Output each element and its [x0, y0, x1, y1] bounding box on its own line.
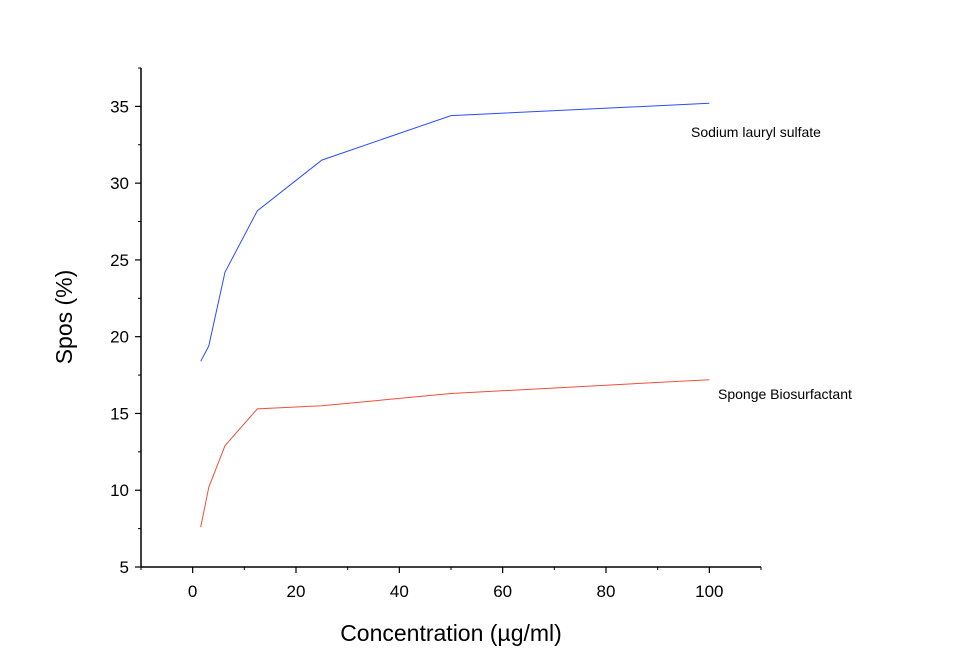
y-tick-label: 30 [110, 174, 129, 193]
y-tick-label: 20 [110, 328, 129, 347]
series-group [200, 102, 710, 528]
x-tick-label: 80 [597, 582, 616, 601]
x-axis-label: Concentration (µg/ml) [340, 620, 562, 646]
y-tick-label: 25 [110, 251, 129, 270]
x-tick-label: 20 [287, 582, 306, 601]
axes: 5 10 15 20 25 30 35 0 20 40 60 80 100 [110, 67, 762, 601]
y-tick-label: 15 [110, 404, 129, 423]
legend-label-sponge-biosurfactant: Sponge Biosurfactant [718, 386, 852, 402]
series-line-sodium-lauryl-sulfate [200, 102, 710, 362]
x-tick-label: 0 [188, 582, 197, 601]
y-tick-label: 10 [110, 481, 129, 500]
x-tick-label: 40 [390, 582, 409, 601]
x-tick-label: 100 [695, 582, 723, 601]
legend-label-sodium-lauryl-sulfate: Sodium lauryl sulfate [691, 124, 821, 140]
y-tick-label: 35 [110, 97, 129, 116]
series-line-sponge-biosurfactant [200, 379, 710, 528]
y-axis-label: Spos (%) [51, 270, 77, 365]
x-tick-label: 60 [493, 582, 512, 601]
y-tick-label: 5 [120, 558, 129, 577]
